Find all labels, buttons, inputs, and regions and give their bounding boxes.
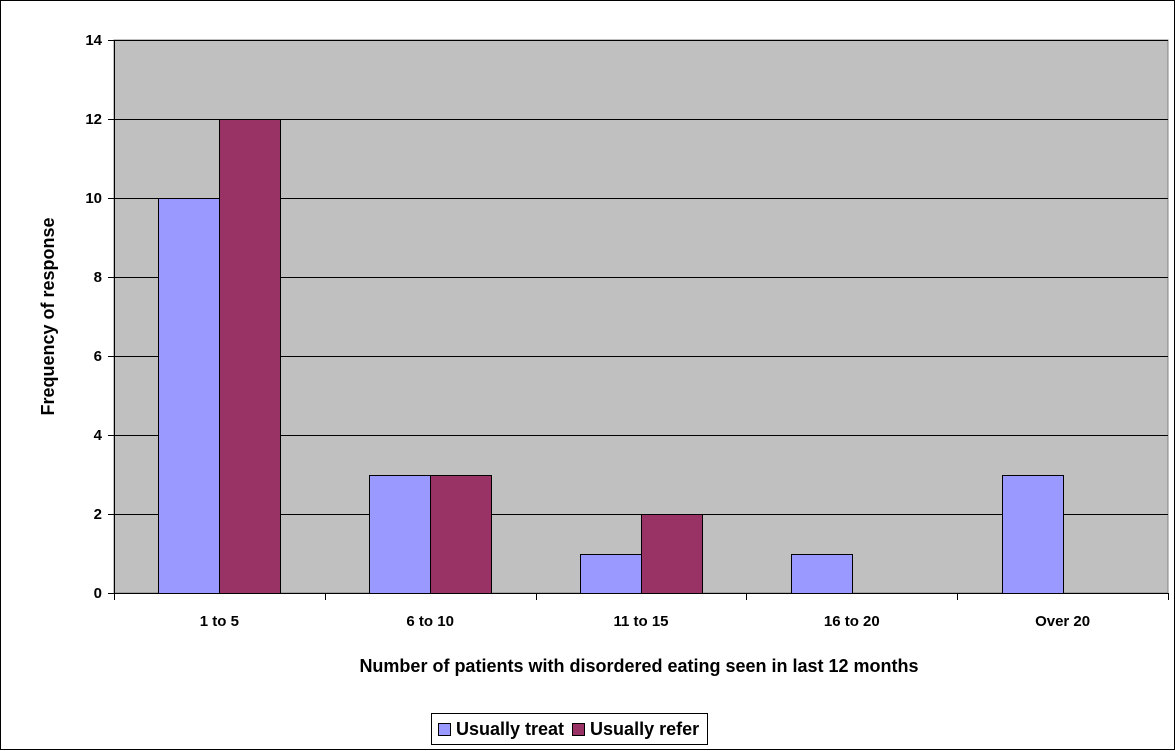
gridlines	[114, 40, 1168, 515]
legend-swatch-usually-refer	[572, 722, 586, 736]
bar-usually-refer-1-to-5	[219, 119, 281, 594]
x-tick-label-11-to-15: 11 to 15	[613, 613, 668, 630]
legend-item-usually-refer: Usually refer	[572, 719, 699, 740]
bars	[158, 119, 1064, 594]
y-tick-label-8: 8	[94, 269, 102, 286]
y-tick-label-0: 0	[94, 585, 102, 602]
y-tick-label-2: 2	[94, 506, 102, 523]
x-tick-label-16-to-20: 16 to 20	[824, 613, 880, 630]
y-tick-label-12: 12	[85, 111, 102, 128]
y-axis-title: Frequency of response	[38, 217, 58, 415]
plot-area	[113, 39, 1169, 594]
bar-usually-treat-1-to-5	[158, 198, 220, 594]
legend-label-usually-treat: Usually treat	[456, 718, 565, 739]
legend-label-usually-refer: Usually refer	[590, 718, 700, 739]
x-tick-labels: 1 to 5 6 to 10 11 to 15 16 to 20 Over 20	[200, 613, 1090, 630]
x-tick-label-over-20: Over 20	[1035, 613, 1090, 630]
bar-usually-treat-6-to-10	[369, 475, 431, 594]
legend-item-usually-treat: Usually treat	[438, 719, 564, 740]
y-tick-labels: 0 2 4 6 8 10 12 14	[85, 32, 102, 602]
axes	[108, 40, 1169, 600]
bar-usually-refer-6-to-10	[430, 475, 492, 594]
bar-usually-treat-11-to-15	[580, 554, 642, 594]
bar-usually-treat-16-to-20	[791, 554, 853, 594]
bar-usually-treat-over-20	[1002, 475, 1064, 594]
y-tick-label-10: 10	[85, 190, 102, 207]
x-axis-title: Number of patients with disordered eatin…	[359, 656, 918, 676]
x-tick-label-1-to-5: 1 to 5	[200, 613, 239, 630]
legend: Usually treat Usually refer	[431, 713, 709, 745]
y-tick-label-6: 6	[94, 348, 102, 365]
bar-usually-refer-11-to-15	[641, 514, 703, 594]
y-tick-label-4: 4	[94, 427, 103, 444]
y-tick-label-14: 14	[85, 32, 102, 49]
x-tick-label-6-to-10: 6 to 10	[406, 613, 454, 630]
legend-swatch-usually-treat	[438, 722, 451, 736]
